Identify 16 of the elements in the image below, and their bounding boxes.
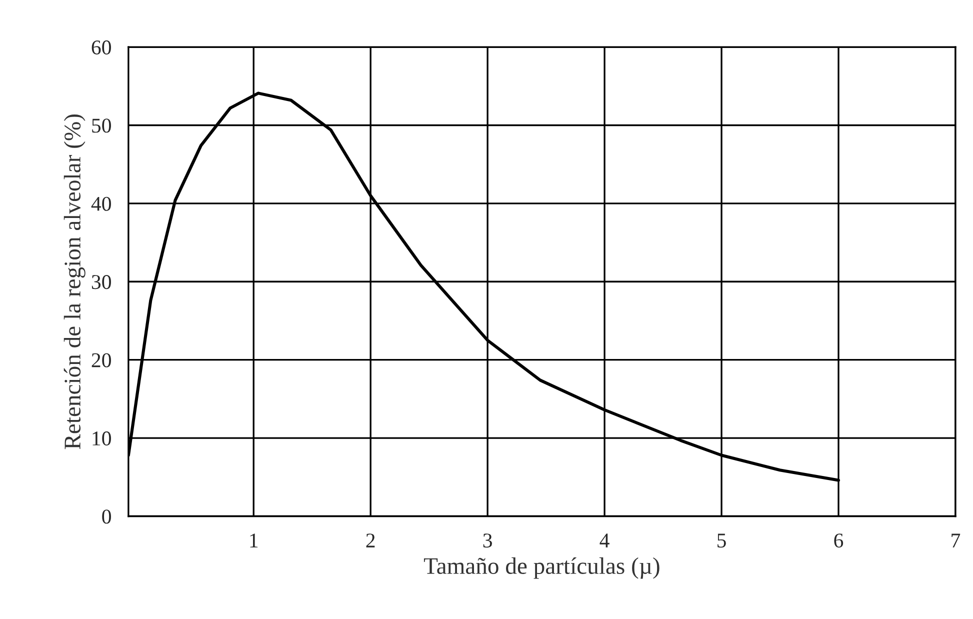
x-tick-label: 5 [718,534,726,548]
x-tick-label: 4 [600,534,610,548]
y-axis-title: Retención de la region alveolar (%) [64,114,86,450]
y-tick-label: 30 [92,275,111,290]
x-tick-label: 1 [250,534,258,548]
x-tick-label: 3 [483,534,492,548]
x-axis-title: Tamaño de partículas (µ) [424,557,660,579]
y-tick-label: 20 [92,353,111,368]
y-tick-label: 60 [92,40,111,54]
y-tick-label: 10 [92,431,111,446]
y-tick-label: 50 [92,118,111,133]
x-tick-label: 2 [366,534,375,548]
x-tick-label: 6 [834,534,844,548]
y-tick-label: 40 [91,196,111,211]
y-tick-label: 0 [102,510,111,524]
x-tick-label: 7 [952,534,960,548]
